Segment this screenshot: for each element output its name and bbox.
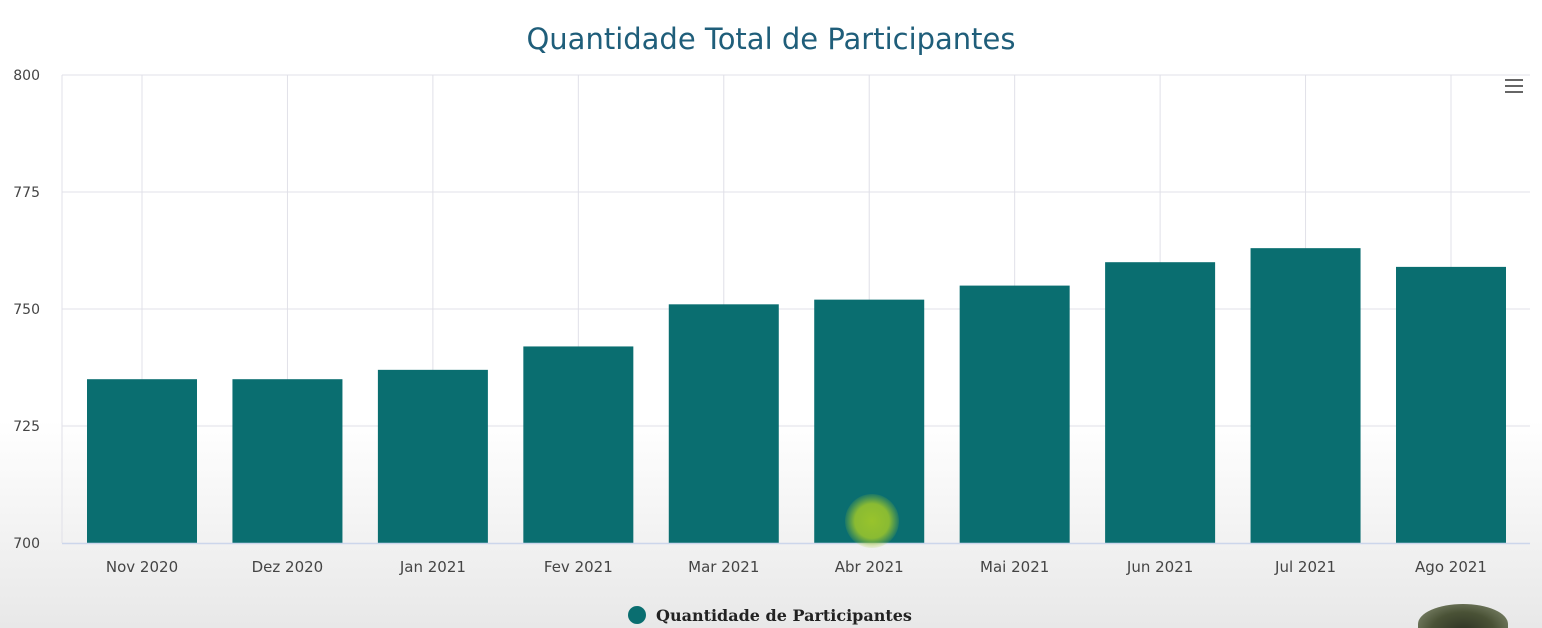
x-tick-label: Nov 2020 (106, 558, 178, 576)
chart-title: Quantidade Total de Participantes (526, 22, 1016, 56)
bar[interactable] (959, 285, 1070, 543)
y-tick-label: 750 (13, 302, 40, 318)
x-tick-label: Dez 2020 (252, 558, 324, 576)
x-tick-label: Jun 2021 (1126, 558, 1193, 576)
legend-item[interactable]: Quantidade de Participantes (628, 604, 912, 626)
x-tick-label: Ago 2021 (1415, 558, 1487, 576)
bar[interactable] (1250, 248, 1361, 543)
hamburger-menu-icon[interactable] (1503, 76, 1525, 96)
bar[interactable] (87, 379, 197, 543)
x-tick-label: Jul 2021 (1274, 558, 1336, 576)
cursor-highlight (845, 494, 899, 548)
x-tick-label: Jan 2021 (399, 558, 466, 576)
legend-label: Quantidade de Participantes (656, 605, 912, 625)
bar[interactable] (1105, 262, 1216, 543)
bar[interactable] (377, 369, 488, 543)
x-tick-label: Abr 2021 (835, 558, 904, 576)
y-tick-label: 775 (13, 185, 40, 201)
bar[interactable] (523, 346, 634, 543)
y-tick-label: 700 (13, 536, 40, 552)
y-tick-label: 725 (13, 419, 40, 435)
x-tick-label: Mar 2021 (688, 558, 759, 576)
x-tick-label: Mai 2021 (980, 558, 1049, 576)
bar[interactable] (1396, 266, 1506, 543)
y-tick-label: 800 (13, 68, 40, 84)
legend-marker (628, 606, 646, 624)
x-tick-label: Fev 2021 (544, 558, 613, 576)
bar[interactable] (232, 379, 343, 543)
bar[interactable] (668, 304, 779, 543)
